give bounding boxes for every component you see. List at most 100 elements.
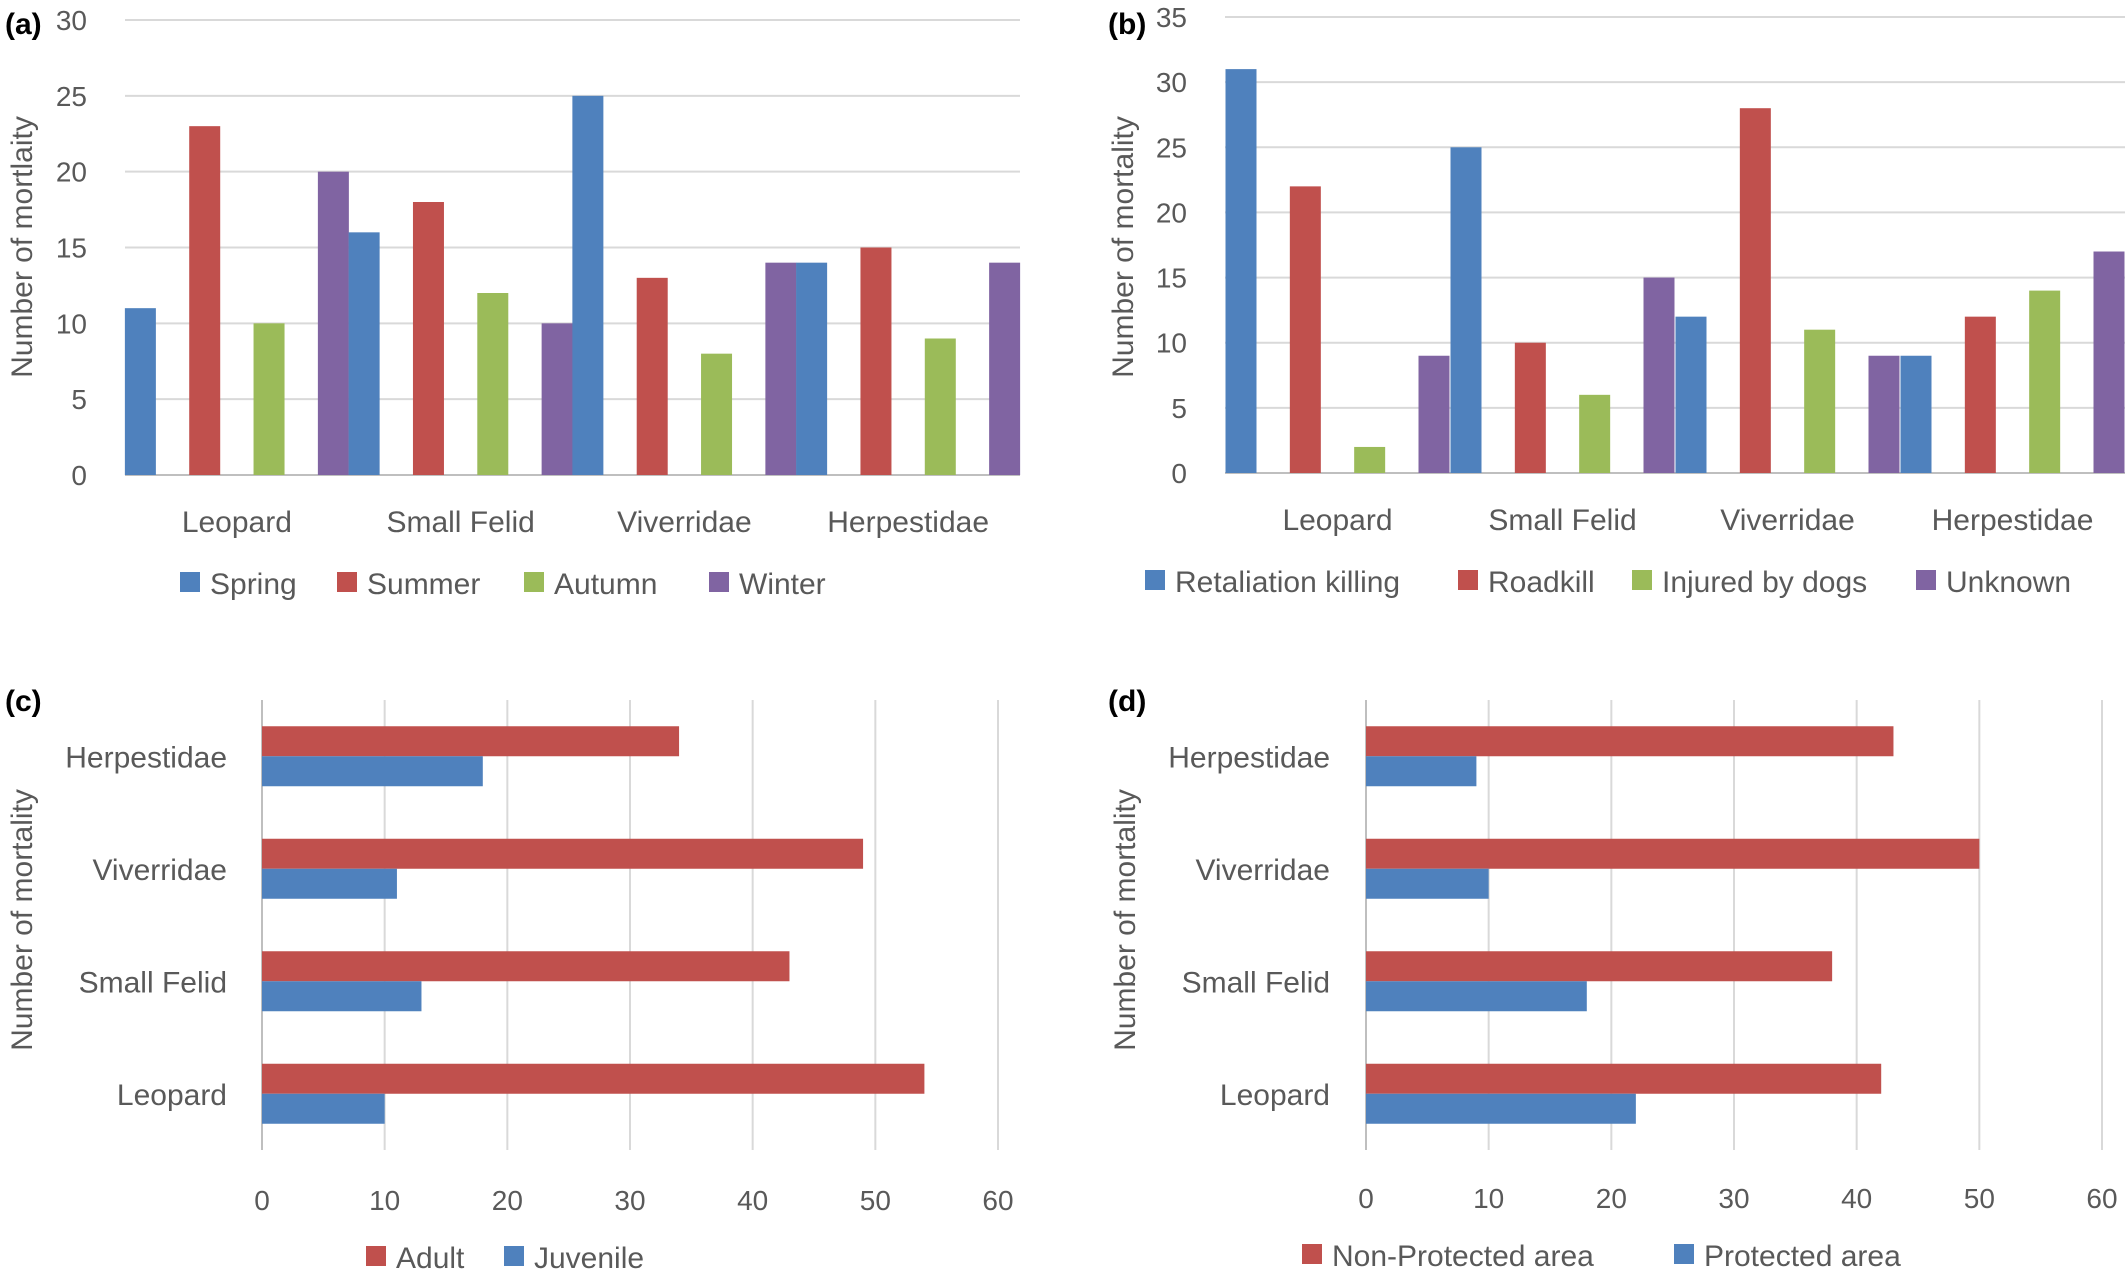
x-tick-label: 10: [369, 1185, 400, 1216]
bar-unknown-leopard: [1418, 355, 1450, 473]
legend: Spring Summer Autumn Winter: [180, 568, 826, 601]
bar-summer-small-felid: [412, 202, 444, 475]
legend-label-adult: Adult: [396, 1242, 465, 1275]
x-tick-label: Small Felid: [386, 506, 534, 539]
x-tick-label: 20: [492, 1185, 523, 1216]
bar-injured-by-dogs-small-felid: [1579, 394, 1611, 473]
y-tick-label: Small Felid: [79, 966, 227, 999]
bar-winter-viverridae: [765, 262, 797, 475]
y-tick-label: 20: [1156, 197, 1187, 228]
legend: Non-Protected area Protected area: [1302, 1240, 1901, 1273]
y-tick-label: 10: [56, 308, 87, 339]
y-tick-label: Leopard: [1220, 1079, 1330, 1112]
y-axis-label: Number of mortality: [1107, 116, 1140, 378]
bar-juvenile-herpestidae: [262, 756, 483, 787]
bar-protected-area-viverridae: [1366, 868, 1489, 899]
panel-label: (a): [5, 8, 42, 41]
panel-label: (c): [5, 685, 42, 718]
y-tick-label: 30: [56, 5, 87, 36]
bar-juvenile-leopard: [262, 1093, 385, 1124]
panel-label: (d): [1108, 685, 1146, 718]
bar-non-protected-area-herpestidae: [1366, 726, 1894, 757]
x-tick-label: 20: [1596, 1183, 1627, 1214]
bar-winter-herpestidae: [989, 262, 1021, 475]
y-tick-label: 0: [71, 460, 87, 491]
bar-spring-herpestidae: [796, 262, 828, 475]
x-tick-label: 0: [254, 1185, 270, 1216]
bar-non-protected-area-viverridae: [1366, 838, 1980, 869]
y-axis-label: Number of mortlaity: [6, 116, 39, 378]
bar-adult-small-felid: [262, 951, 790, 982]
x-tick-label: Herpestidae: [827, 506, 989, 539]
legend-label-retaliation-killing: Retaliation killing: [1175, 566, 1400, 599]
bar-injured-by-dogs-leopard: [1354, 446, 1386, 473]
panel-a: (a) Number of mortlaity 0 5 10 15 20 25 30 Leopar…: [5, 5, 1021, 601]
y-axis-label: Number of mortality: [6, 789, 39, 1051]
y-tick-label: 20: [56, 157, 87, 188]
legend-label-juvenile: Juvenile: [534, 1242, 644, 1275]
bar-winter-leopard: [317, 171, 349, 475]
bar-winter-small-felid: [541, 323, 573, 475]
legend: Adult Juvenile: [366, 1242, 644, 1275]
legend-swatch-non-protected-area: [1302, 1244, 1322, 1264]
bar-unknown-small-felid: [1643, 277, 1675, 473]
x-tick-label: 30: [614, 1185, 645, 1216]
bar-retaliation-killing-viverridae: [1675, 316, 1707, 473]
bar-summer-leopard: [189, 126, 221, 476]
x-tick-label: 50: [1964, 1183, 1995, 1214]
bar-retaliation-killing-small-felid: [1450, 147, 1482, 474]
legend: Retaliation killing Roadkill Injured by do…: [1145, 566, 2071, 599]
bar-non-protected-area-leopard: [1366, 1063, 1882, 1094]
y-tick-label: 25: [1156, 132, 1187, 163]
panel-d: (d) Number of mortality 0 10 20 30 40 50 60 Leopa…: [1108, 685, 2118, 1273]
legend-swatch-winter: [709, 572, 729, 592]
legend-swatch-injured-by-dogs: [1632, 570, 1652, 590]
y-tick-label: 5: [71, 384, 87, 415]
panel-b: (b) Number of mortality 0 5 10 15 20 25 30 35 Leop…: [1107, 2, 2125, 599]
legend-label-unknown: Unknown: [1946, 566, 2071, 599]
bar-autumn-viverridae: [701, 353, 733, 475]
y-tick-label: 30: [1156, 67, 1187, 98]
y-tick-label: 0: [1171, 458, 1187, 489]
bar-adult-leopard: [262, 1063, 925, 1094]
bar-juvenile-viverridae: [262, 868, 397, 899]
legend-swatch-retaliation-killing: [1145, 570, 1165, 590]
legend-label-non-protected-area: Non-Protected area: [1332, 1240, 1594, 1273]
bar-summer-herpestidae: [860, 247, 892, 475]
bar-autumn-leopard: [253, 323, 285, 475]
bar-unknown-viverridae: [1868, 355, 1900, 473]
y-tick-label: 35: [1156, 2, 1187, 33]
y-tick-label: 15: [56, 233, 87, 264]
bar-autumn-herpestidae: [924, 338, 956, 475]
legend-swatch-adult: [366, 1246, 386, 1266]
legend-swatch-spring: [180, 572, 200, 592]
x-tick-label: Leopard: [1282, 504, 1392, 537]
bar-roadkill-herpestidae: [1964, 316, 1996, 473]
bar-retaliation-killing-herpestidae: [1900, 355, 1932, 473]
panel-c: (c) Number of mortality 0 10 20 30 40 50 60 Leopa…: [5, 685, 1014, 1275]
bar-protected-area-leopard: [1366, 1093, 1636, 1124]
legend-label-injured-by-dogs: Injured by dogs: [1662, 566, 1867, 599]
x-tick-label: 40: [1841, 1183, 1872, 1214]
bar-injured-by-dogs-viverridae: [1804, 329, 1836, 473]
x-tick-label: 60: [982, 1185, 1013, 1216]
y-tick-label: 5: [1171, 393, 1187, 424]
bar-spring-small-felid: [348, 232, 380, 475]
legend-label-spring: Spring: [210, 568, 297, 601]
bar-unknown-herpestidae: [2093, 251, 2125, 473]
bar-juvenile-small-felid: [262, 981, 422, 1012]
x-tick-label: Leopard: [182, 506, 292, 539]
legend-swatch-juvenile: [504, 1246, 524, 1266]
x-tick-label: Viverridae: [617, 506, 752, 539]
legend-swatch-protected-area: [1674, 1244, 1694, 1264]
bar-spring-leopard: [124, 308, 156, 475]
bar-roadkill-small-felid: [1514, 342, 1546, 473]
y-tick-label: 15: [1156, 263, 1187, 294]
x-tick-label: Small Felid: [1488, 504, 1636, 537]
y-tick-label: Viverridae: [92, 854, 227, 887]
panel-label: (b): [1108, 8, 1146, 41]
x-tick-label: 30: [1718, 1183, 1749, 1214]
y-tick-label: Small Felid: [1182, 966, 1330, 999]
bar-protected-area-small-felid: [1366, 981, 1587, 1012]
